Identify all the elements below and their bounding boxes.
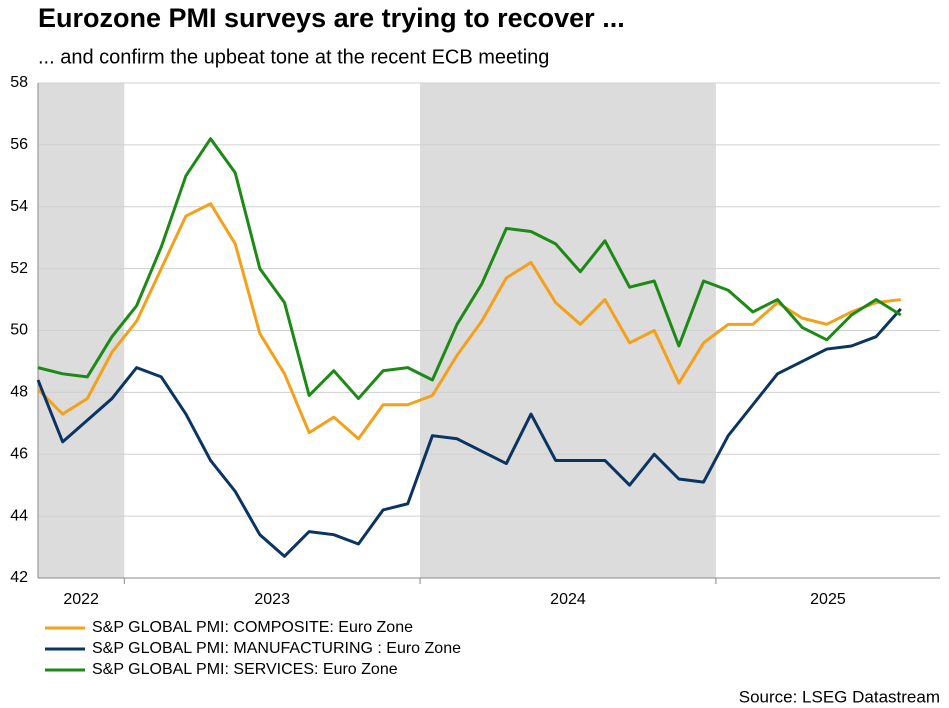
- series-line: [36, 202, 901, 441]
- x-tick-label: 2022: [63, 591, 99, 608]
- y-tick-label: 52: [10, 260, 28, 277]
- legend-label: S&P GLOBAL PMI: MANUFACTURING : Euro Zon…: [92, 640, 461, 657]
- x-tick-label: 2024: [550, 591, 586, 608]
- y-tick-label: 56: [10, 136, 28, 153]
- legend-label: S&P GLOBAL PMI: COMPOSITE: Euro Zone: [92, 619, 413, 636]
- y-tick-label: 50: [10, 322, 28, 339]
- y-tick-label: 54: [10, 198, 28, 215]
- x-tick-label: 2025: [810, 591, 846, 608]
- series-line: [37, 137, 902, 401]
- y-tick-label: 58: [10, 74, 28, 91]
- y-tick-label: 44: [10, 507, 28, 524]
- chart-subtitle: ... and confirm the upbeat tone at the r…: [38, 46, 549, 68]
- x-tick-label: 2023: [254, 591, 290, 608]
- series-line: [36, 307, 902, 558]
- legend-label: S&P GLOBAL PMI: SERVICES: Euro Zone: [92, 661, 398, 678]
- y-tick-label: 42: [10, 569, 28, 586]
- source: Source: LSEG Datastream: [739, 687, 940, 706]
- y-tick-label: 46: [10, 445, 28, 462]
- y-tick-label: 48: [10, 384, 28, 401]
- chart-title: Eurozone PMI surveys are trying to recov…: [38, 3, 625, 33]
